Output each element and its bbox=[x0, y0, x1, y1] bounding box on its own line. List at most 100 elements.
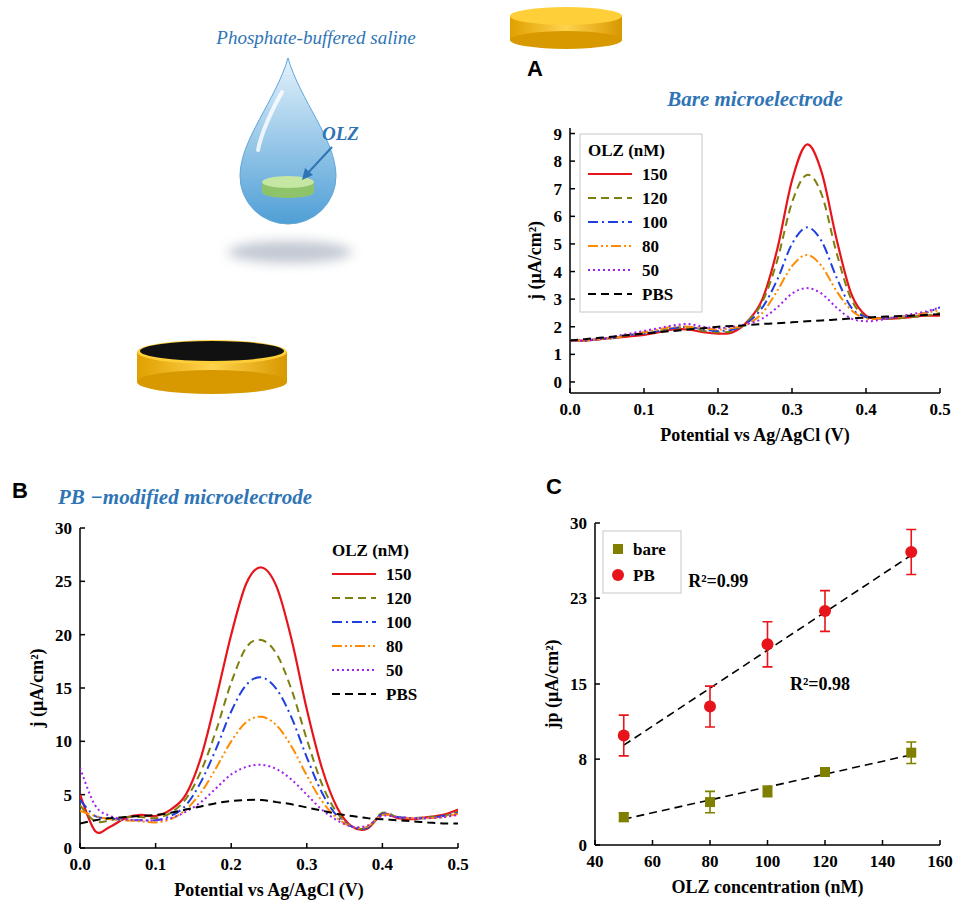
series-line bbox=[80, 765, 458, 827]
y-tick bbox=[570, 160, 575, 162]
y-tick bbox=[570, 216, 575, 218]
legend-swatch bbox=[613, 544, 623, 554]
legend-frame bbox=[603, 531, 681, 593]
error-bar bbox=[820, 591, 830, 632]
x-tick bbox=[457, 843, 459, 848]
legend: OLZ (nM)1501201008050PBS bbox=[580, 134, 702, 312]
x-tick bbox=[865, 388, 867, 393]
x-tick bbox=[569, 388, 571, 393]
legend-swatch bbox=[588, 197, 632, 199]
x-tick-label: 140 bbox=[870, 852, 896, 871]
solution-label: Phosphate-buffered saline bbox=[215, 27, 415, 48]
fit-label: R²=0.98 bbox=[790, 674, 850, 694]
series-line bbox=[80, 800, 458, 824]
marker bbox=[618, 730, 630, 742]
panel-letter: C bbox=[546, 474, 562, 499]
legend: bare PB bbox=[603, 531, 681, 593]
x-tick-label: 120 bbox=[812, 852, 838, 871]
panel-title: PB −modified microelectrode bbox=[57, 485, 312, 509]
electrode-coating bbox=[140, 341, 284, 361]
y-tick-label: 0 bbox=[64, 839, 73, 858]
error-bar bbox=[705, 791, 715, 812]
legend-label: 50 bbox=[386, 661, 403, 680]
legend: OLZ (nM)1501201008050PBS bbox=[332, 541, 417, 704]
drop-shadow bbox=[228, 241, 352, 263]
arrow-head bbox=[302, 168, 313, 180]
y-tick bbox=[595, 522, 600, 524]
legend-label: 150 bbox=[386, 565, 412, 584]
marker bbox=[906, 748, 916, 758]
x-axis-title: Potential vs Ag/AgCl (V) bbox=[660, 425, 849, 446]
marker bbox=[905, 546, 917, 558]
y-tick bbox=[595, 758, 600, 760]
y-tick-label: 0 bbox=[579, 836, 588, 855]
x-tick-label: 60 bbox=[644, 852, 661, 871]
y-tick bbox=[570, 188, 575, 190]
x-tick-label: 0.5 bbox=[447, 855, 468, 874]
electrode-top bbox=[510, 7, 622, 25]
error-bar bbox=[619, 813, 629, 822]
legend-swatch bbox=[588, 221, 632, 223]
x-tick bbox=[306, 843, 308, 848]
electrode-base bbox=[137, 370, 287, 394]
y-axis-title: jp (μA/cm²) bbox=[542, 639, 563, 729]
legend-label: 120 bbox=[386, 589, 412, 608]
panel: 0.00.10.20.30.40.50123456789Potential vs… bbox=[525, 56, 951, 446]
x-tick-label: 0.1 bbox=[145, 855, 166, 874]
electrode-rim bbox=[137, 340, 287, 364]
marker bbox=[705, 797, 715, 807]
x-tick bbox=[155, 843, 157, 848]
x-tick bbox=[882, 840, 884, 845]
y-tick-label: 4 bbox=[554, 263, 563, 282]
x-tick-label: 0.4 bbox=[372, 855, 394, 874]
error-bar bbox=[820, 768, 830, 777]
y-tick-label: 1 bbox=[554, 345, 563, 364]
y-tick-label: 8 bbox=[579, 750, 588, 769]
x-tick bbox=[382, 843, 384, 848]
y-tick bbox=[570, 354, 575, 356]
x-tick bbox=[767, 840, 769, 845]
x-tick-label: 0.4 bbox=[855, 400, 877, 419]
y-tick-label: 15 bbox=[55, 679, 72, 698]
x-tick-label: 160 bbox=[927, 852, 953, 871]
marker bbox=[704, 701, 716, 713]
y-tick-label: 15 bbox=[570, 675, 587, 694]
legend-swatch bbox=[332, 573, 376, 575]
x-tick-label: 0.3 bbox=[296, 855, 317, 874]
fit-label: R²=0.99 bbox=[688, 571, 748, 591]
legend-label: PBS bbox=[386, 685, 417, 704]
legend-label: bare bbox=[633, 540, 666, 559]
x-axis-title: Potential vs Ag/AgCl (V) bbox=[174, 880, 363, 901]
x-tick bbox=[643, 388, 645, 393]
panel: 40608010012014016008152330OLZ concentrat… bbox=[542, 474, 953, 898]
y-tick-label: 20 bbox=[55, 626, 72, 645]
error-bar bbox=[906, 529, 916, 574]
legend-label: PB bbox=[633, 566, 655, 585]
x-tick bbox=[824, 840, 826, 845]
y-tick-label: 23 bbox=[570, 589, 587, 608]
y-tick-label: 5 bbox=[64, 786, 73, 805]
marker bbox=[763, 786, 773, 796]
marker bbox=[819, 605, 831, 617]
x-tick-label: 0.1 bbox=[633, 400, 654, 419]
y-tick bbox=[570, 381, 575, 383]
x-tick bbox=[709, 840, 711, 845]
panel-letter: B bbox=[12, 478, 28, 503]
x-tick-label: 0.0 bbox=[69, 855, 90, 874]
y-tick-label: 9 bbox=[554, 125, 563, 144]
legend-swatch bbox=[332, 693, 376, 695]
marker bbox=[820, 767, 830, 777]
y-tick bbox=[80, 741, 85, 743]
legend-label: 80 bbox=[642, 237, 659, 256]
legend-swatch bbox=[332, 645, 376, 647]
x-tick bbox=[791, 388, 793, 393]
x-tick-label: 0.2 bbox=[707, 400, 728, 419]
x-tick bbox=[652, 840, 654, 845]
y-tick-label: 6 bbox=[554, 207, 563, 226]
y-tick bbox=[80, 634, 85, 636]
error-bar bbox=[705, 686, 715, 727]
x-tick-label: 0.5 bbox=[929, 400, 950, 419]
y-tick-label: 10 bbox=[55, 732, 72, 751]
error-bar bbox=[906, 742, 916, 763]
legend-swatch bbox=[588, 245, 632, 247]
